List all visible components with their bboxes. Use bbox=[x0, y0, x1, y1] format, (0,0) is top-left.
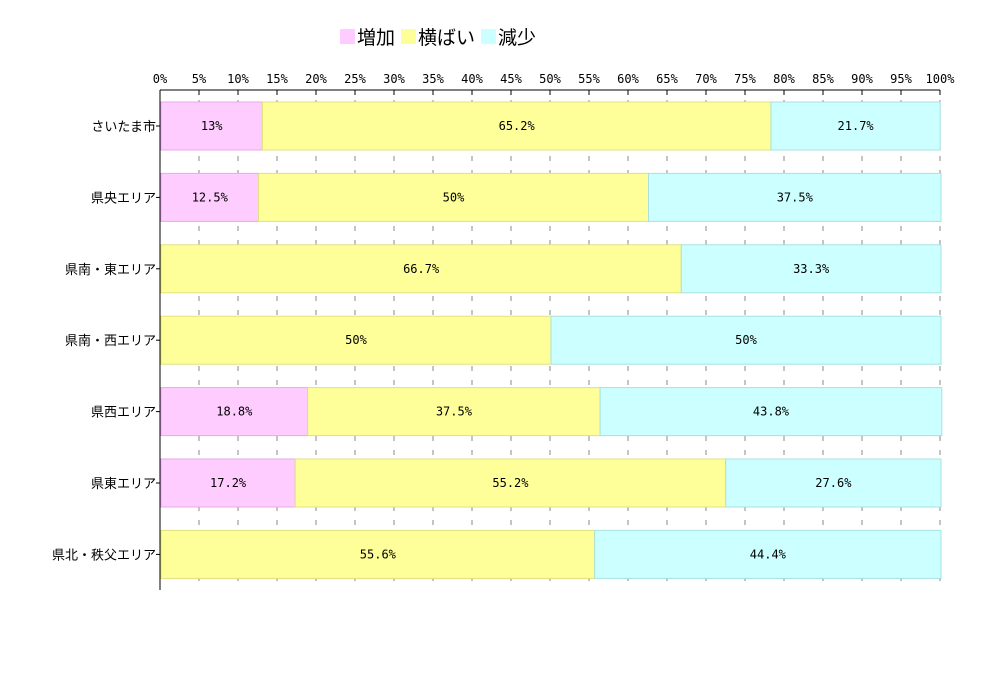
legend-label: 横ばい bbox=[418, 27, 475, 49]
bar-segment bbox=[594, 529, 942, 579]
bar-segment bbox=[258, 172, 649, 222]
data-label: 55.6% bbox=[360, 547, 397, 561]
legend-swatch bbox=[401, 29, 416, 44]
bar-segment bbox=[294, 458, 727, 508]
x-tick-label: 15% bbox=[266, 72, 288, 86]
data-label: 43.8% bbox=[753, 405, 790, 419]
legend-swatch bbox=[481, 29, 496, 44]
data-label: 66.7% bbox=[403, 262, 440, 276]
bar-segment bbox=[307, 387, 601, 437]
category-label: 県南・東エリア bbox=[65, 262, 156, 278]
data-label: 65.2% bbox=[499, 119, 536, 133]
data-label: 27.6% bbox=[815, 476, 852, 490]
category-label: さいたま市 bbox=[91, 119, 156, 135]
x-tick-label: 10% bbox=[227, 72, 249, 86]
data-label: 50% bbox=[443, 190, 465, 204]
bar-segment bbox=[261, 101, 772, 151]
x-tick-label: 65% bbox=[656, 72, 678, 86]
data-label: 21.7% bbox=[838, 119, 875, 133]
data-label: 17.2% bbox=[210, 476, 247, 490]
legend: 増加 横ばい 減少 bbox=[340, 27, 536, 49]
x-tick-label: 75% bbox=[734, 72, 756, 86]
x-tick-label: 50% bbox=[539, 72, 561, 86]
x-tick-label: 95% bbox=[890, 72, 912, 86]
bar-segment bbox=[648, 172, 942, 222]
category-label: 県央エリア bbox=[91, 191, 156, 206]
x-tick-label: 90% bbox=[851, 72, 873, 86]
data-label: 12.5% bbox=[192, 190, 229, 204]
category-label: 県西エリア bbox=[91, 406, 156, 421]
bar-segment bbox=[599, 387, 943, 437]
x-tick-label: 80% bbox=[773, 72, 795, 86]
x-tick-label: 45% bbox=[500, 72, 522, 86]
data-label: 50% bbox=[735, 333, 757, 347]
x-tick-label: 55% bbox=[578, 72, 600, 86]
axes: 0% 5% 10% 15% 20% 25% 30% 35% 40% 45% 50% 55% 60% 65%… bbox=[153, 72, 955, 590]
x-tick-label: 30% bbox=[383, 72, 405, 86]
legend-label: 増加 bbox=[357, 27, 395, 49]
x-tick-label: 100% bbox=[926, 72, 956, 86]
bar-segment bbox=[680, 244, 942, 294]
legend-swatch bbox=[340, 29, 355, 44]
legend-label: 減少 bbox=[498, 27, 536, 49]
data-label: 37.5% bbox=[436, 405, 473, 419]
x-tick-label: 70% bbox=[695, 72, 717, 86]
bar-segment bbox=[770, 101, 941, 151]
x-tick-label: 20% bbox=[305, 72, 327, 86]
bar-segment bbox=[725, 458, 942, 508]
bars: 13% 65.2% 21.7% さいたま市 12.5% 50% 37.5% 県央エリア 66.7… bbox=[52, 101, 943, 579]
bar-segment bbox=[160, 315, 552, 365]
data-label: 33.3% bbox=[793, 262, 830, 276]
data-label: 50% bbox=[345, 333, 367, 347]
bar-segment bbox=[160, 387, 309, 437]
x-tick-label: 60% bbox=[617, 72, 639, 86]
x-tick-label: 0% bbox=[153, 72, 168, 86]
bar-segment bbox=[160, 244, 682, 294]
x-tick-label: 35% bbox=[422, 72, 444, 86]
category-label: 県南・西エリア bbox=[65, 333, 156, 349]
data-label: 44.4% bbox=[750, 547, 787, 561]
data-label: 37.5% bbox=[777, 190, 814, 204]
bar-segment bbox=[160, 529, 596, 579]
data-label: 13% bbox=[201, 119, 223, 133]
data-label: 18.8% bbox=[216, 405, 253, 419]
x-tick-label: 5% bbox=[192, 72, 207, 86]
x-tick-label: 40% bbox=[461, 72, 483, 86]
bar-segment bbox=[160, 172, 259, 222]
data-label: 55.2% bbox=[492, 476, 529, 490]
x-tick-label: 85% bbox=[812, 72, 834, 86]
bar-segment bbox=[160, 458, 296, 508]
bar-segment bbox=[550, 315, 942, 365]
x-tick-label: 25% bbox=[344, 72, 366, 86]
bar-segment bbox=[160, 101, 263, 151]
category-label: 県北・秩父エリア bbox=[52, 548, 156, 563]
category-label: 県東エリア bbox=[91, 476, 156, 492]
